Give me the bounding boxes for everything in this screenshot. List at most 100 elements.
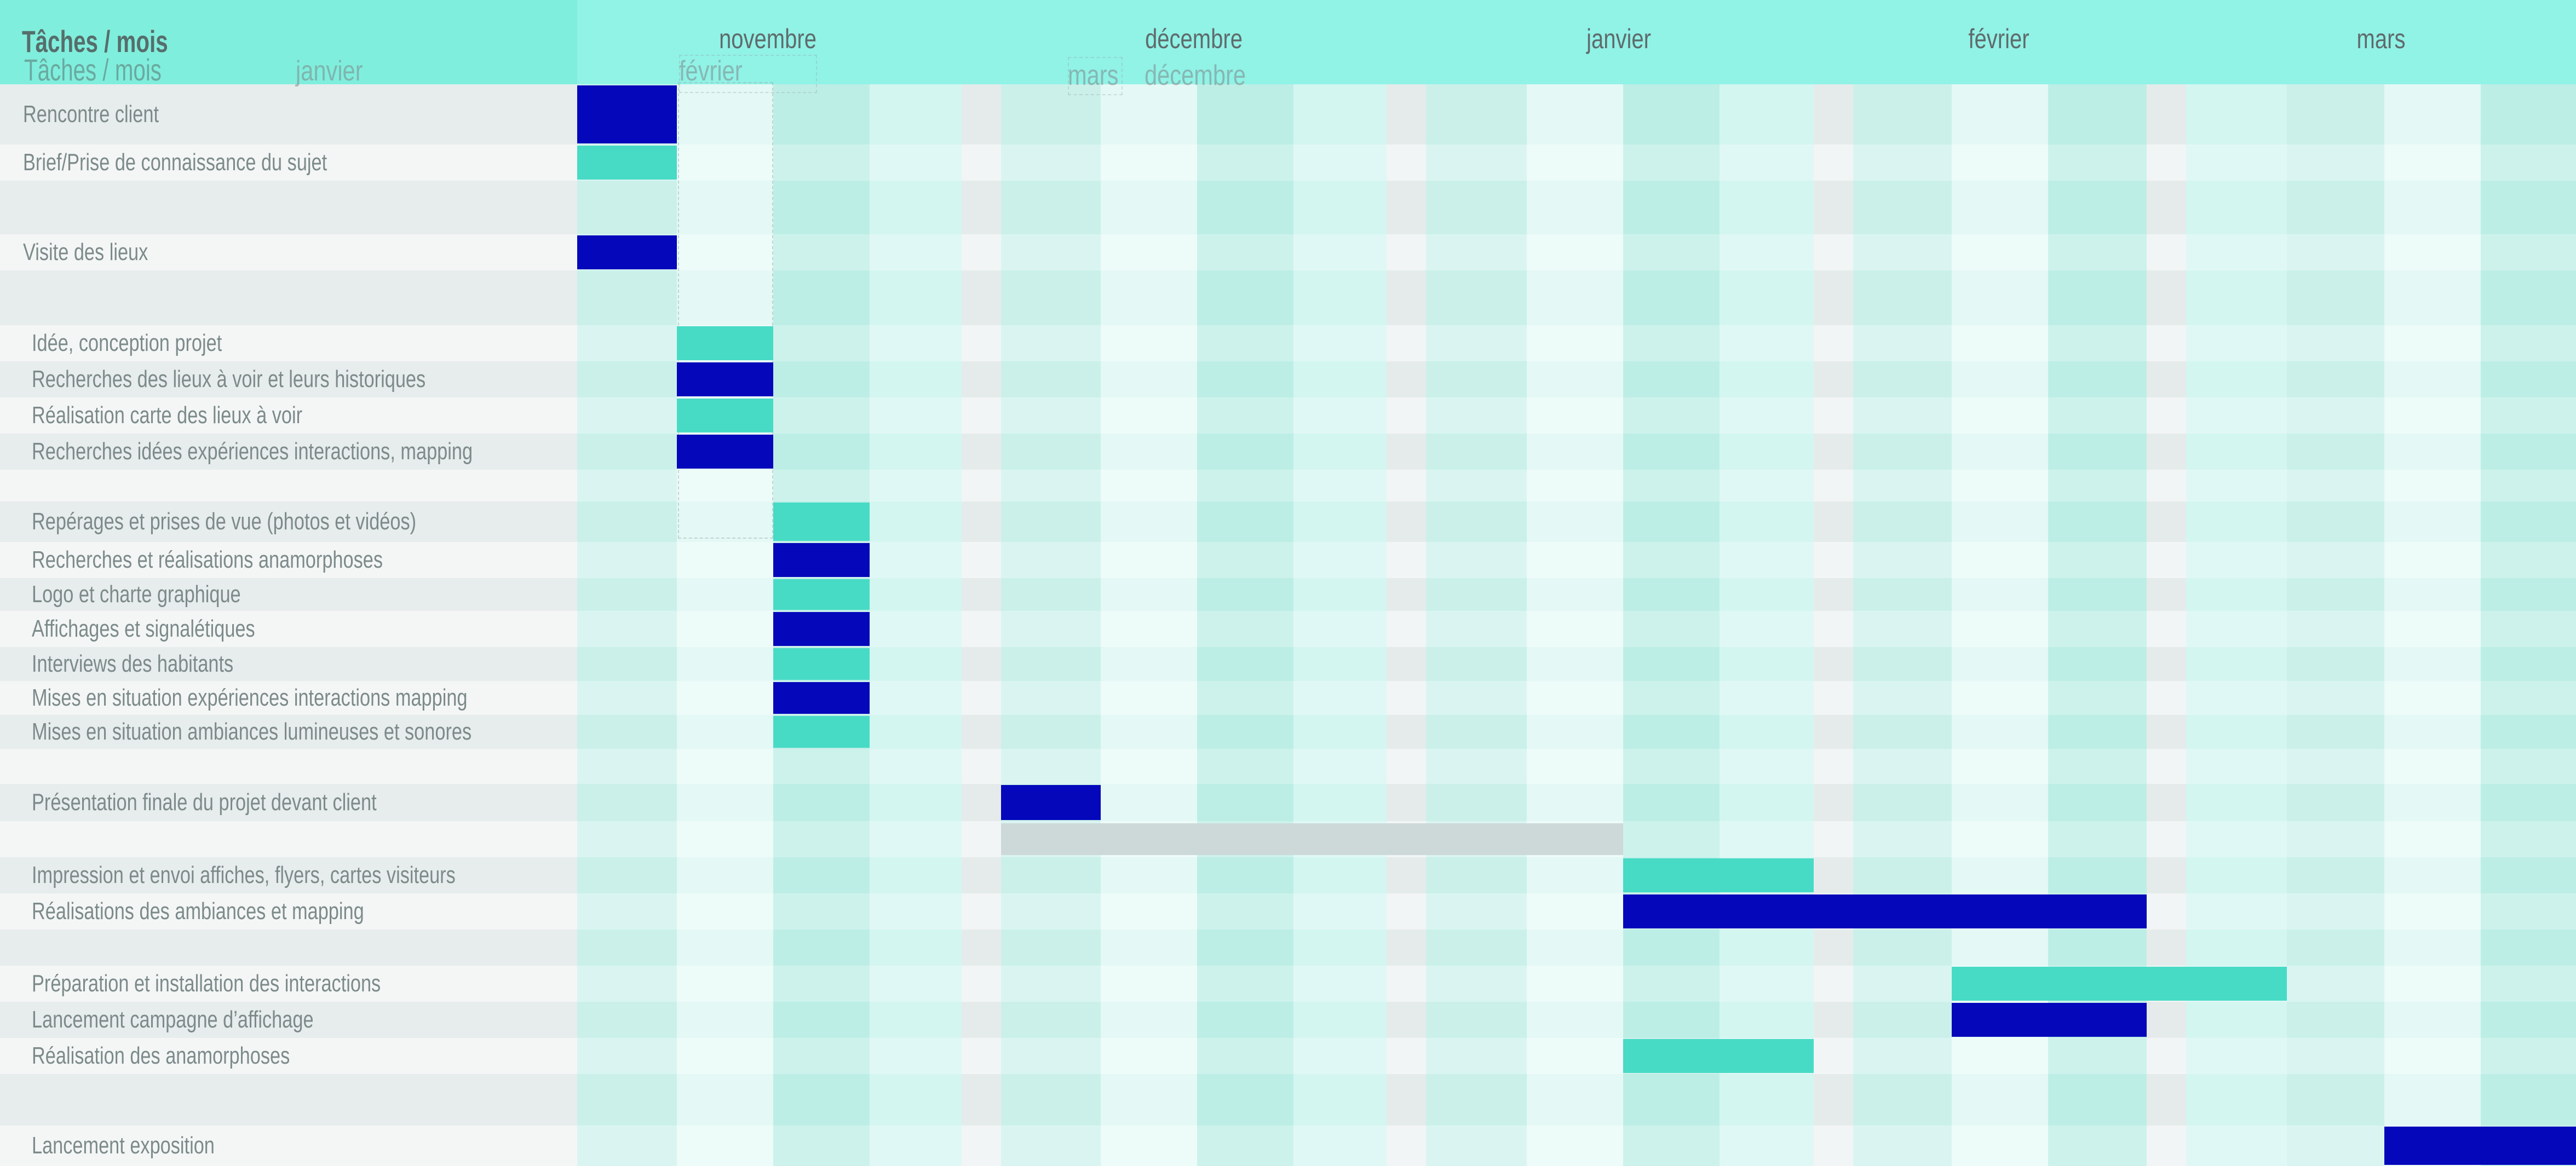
grid-cell: [1293, 647, 1387, 681]
grid-cell: [1623, 749, 1720, 784]
grid-cell: [1623, 470, 1720, 501]
gantt-bar-secondary: [577, 146, 677, 180]
grid-cell: [1197, 542, 1293, 578]
grid-cell: [870, 84, 962, 145]
grid-cell: [1101, 857, 1197, 893]
grid-cell: [2147, 1074, 2186, 1125]
grid-cell: [1623, 1125, 1720, 1166]
grid-cell: [1387, 397, 1426, 434]
grid-cell: [2481, 715, 2576, 749]
grid-cell: [1623, 84, 1720, 145]
grid-cell: [1101, 1074, 1197, 1125]
task-label: Impression et envoi affiches, flyers, ca…: [32, 862, 456, 888]
ghost-header-label: décembre: [1145, 60, 1246, 91]
header-title-cell: [0, 0, 577, 84]
grid-cell: [1853, 145, 1952, 181]
grid-cell: [1001, 434, 1101, 470]
grid-cell: [1001, 1002, 1101, 1038]
grid-cell: [2481, 181, 2576, 234]
task-label: Réalisation des anamorphoses: [32, 1042, 290, 1069]
grid-cell: [2147, 611, 2186, 647]
grid-cell: [2186, 501, 2287, 542]
grid-cell: [1293, 542, 1387, 578]
grid-cell: [1814, 578, 1853, 611]
grid-cell: [773, 1125, 870, 1166]
task-label: Réalisation carte des lieux à voir: [32, 402, 303, 429]
task-label: Repérages et prises de vue (photos et vi…: [32, 508, 417, 535]
grid-cell: [677, 715, 773, 749]
grid-cell: [1952, 715, 2048, 749]
grid-cell: [1814, 1038, 1853, 1074]
grid-cell: [1623, 715, 1720, 749]
grid-cell: [1293, 84, 1387, 145]
grid-cell: [1197, 234, 1293, 270]
grid-cell: [1952, 611, 2048, 647]
grid-cell: [1101, 1038, 1197, 1074]
grid-cell: [1527, 893, 1623, 930]
label-cell: [0, 715, 577, 749]
dashed-outline: [678, 82, 773, 539]
grid-cell: [2384, 966, 2481, 1002]
grid-cell: [577, 470, 677, 501]
grid-cell: [2186, 784, 2287, 821]
grid-cell: [1814, 930, 1853, 966]
grid-cell: [2384, 893, 2481, 930]
grid-cell: [2384, 784, 2481, 821]
grid-cell: [1853, 857, 1952, 893]
grid-cell: [870, 1002, 962, 1038]
grid-cell: [677, 84, 773, 145]
grid-cell: [2048, 784, 2147, 821]
grid-cell: [1387, 270, 1426, 325]
grid-cell: [1001, 930, 1101, 966]
grid-cell: [2481, 542, 2576, 578]
grid-cell: [962, 611, 1001, 647]
task-label: Brief/Prise de connaissance du sujet: [23, 149, 327, 176]
grid-cell: [2481, 84, 2576, 145]
grid-cell: [870, 270, 962, 325]
grid-cell: [1426, 542, 1527, 578]
grid-cell: [2481, 325, 2576, 361]
grid-cell: [1387, 966, 1426, 1002]
grid-cell: [1426, 930, 1527, 966]
grid-cell: [1853, 647, 1952, 681]
label-cell: [0, 325, 577, 361]
grid-cell: [1293, 470, 1387, 501]
grid-cell: [1853, 84, 1952, 145]
grid-cell: [577, 1074, 677, 1125]
grid-cell: [1293, 434, 1387, 470]
grid-cell: [1720, 749, 1814, 784]
grid-cell: [1197, 145, 1293, 181]
grid-cell: [677, 470, 773, 501]
grid-cell: [1293, 784, 1387, 821]
grid-cell: [773, 361, 870, 397]
grid-cell: [2384, 715, 2481, 749]
label-cell: [0, 234, 577, 270]
grid-cell: [962, 470, 1001, 501]
grid-cell: [962, 893, 1001, 930]
grid-cell: [1001, 578, 1101, 611]
grid-cell: [1426, 893, 1527, 930]
grid-cell: [1293, 145, 1387, 181]
grid-cell: [2186, 361, 2287, 397]
grid-cell: [2287, 578, 2384, 611]
grid-cell: [2048, 1074, 2147, 1125]
grid-cell: [1426, 397, 1527, 434]
label-cell: [0, 578, 577, 611]
grid-cell: [2048, 270, 2147, 325]
grid-cell: [773, 1074, 870, 1125]
grid-cell: [1720, 470, 1814, 501]
grid-cell: [1527, 1125, 1623, 1166]
grid-cell: [1293, 181, 1387, 234]
task-label: Préparation et installation des interact…: [32, 970, 381, 997]
grid-cell: [2048, 145, 2147, 181]
grid-cell: [2481, 647, 2576, 681]
task-label: Affichages et signalétiques: [32, 615, 255, 642]
grid-cell: [2384, 930, 2481, 966]
grid-cell: [1527, 542, 1623, 578]
grid-cell: [773, 857, 870, 893]
grid-cell: [2048, 325, 2147, 361]
grid-cell: [1426, 966, 1527, 1002]
grid-cell: [962, 1002, 1001, 1038]
grid-cell: [2048, 84, 2147, 145]
